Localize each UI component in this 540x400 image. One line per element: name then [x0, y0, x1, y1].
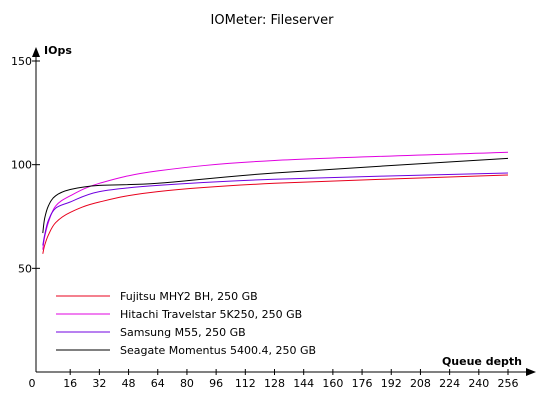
x-tick-label: 64: [151, 377, 165, 390]
x-tick-label: 0: [29, 377, 36, 390]
x-axis-label: Queue depth: [442, 355, 522, 368]
y-axis-arrow: [32, 47, 40, 57]
series-line-2: [42, 151, 509, 250]
axes: [32, 47, 536, 376]
x-tick-label: 256: [498, 377, 519, 390]
x-tick-label: 16: [63, 377, 77, 390]
x-tick-label: 160: [322, 377, 343, 390]
series-lines: [42, 151, 509, 254]
tick-labels: 50 100 150 0 16 32 48 64 80 96 112 128 144 160 176 192 2…: [11, 44, 522, 390]
x-tick-label: 128: [264, 377, 285, 390]
x-tick-label: 96: [209, 377, 223, 390]
legend-label-4: Seagate Momentus 5400.4, 250 GB: [120, 344, 316, 357]
x-tick-label: 32: [92, 377, 106, 390]
series-line-3: [42, 172, 509, 246]
series-line-1: [42, 174, 509, 254]
x-tick-label: 208: [410, 377, 431, 390]
x-tick-label: 240: [468, 377, 489, 390]
x-tick-label: 80: [180, 377, 194, 390]
x-tick-label: 112: [235, 377, 256, 390]
x-tick-label: 192: [381, 377, 402, 390]
y-tick-label: 50: [18, 262, 32, 275]
series-line-4: [42, 157, 509, 234]
x-axis-arrow: [526, 368, 536, 376]
legend-label-3: Samsung M55, 250 GB: [120, 326, 246, 339]
x-tick-label: 176: [352, 377, 373, 390]
legend-label-2: Hitachi Travelstar 5K250, 250 GB: [120, 308, 302, 321]
y-axis-label: IOps: [44, 44, 72, 57]
x-tick-label: 224: [439, 377, 460, 390]
y-tick-label: 150: [11, 55, 32, 68]
x-tick-label: 144: [293, 377, 314, 390]
legend: Fujitsu MHY2 BH, 250 GB Hitachi Travelsta…: [56, 290, 316, 357]
chart-title: IOMeter: Fileserver: [211, 13, 335, 28]
legend-label-1: Fujitsu MHY2 BH, 250 GB: [120, 290, 258, 303]
y-tick-label: 100: [11, 159, 32, 172]
x-tick-label: 48: [122, 377, 136, 390]
